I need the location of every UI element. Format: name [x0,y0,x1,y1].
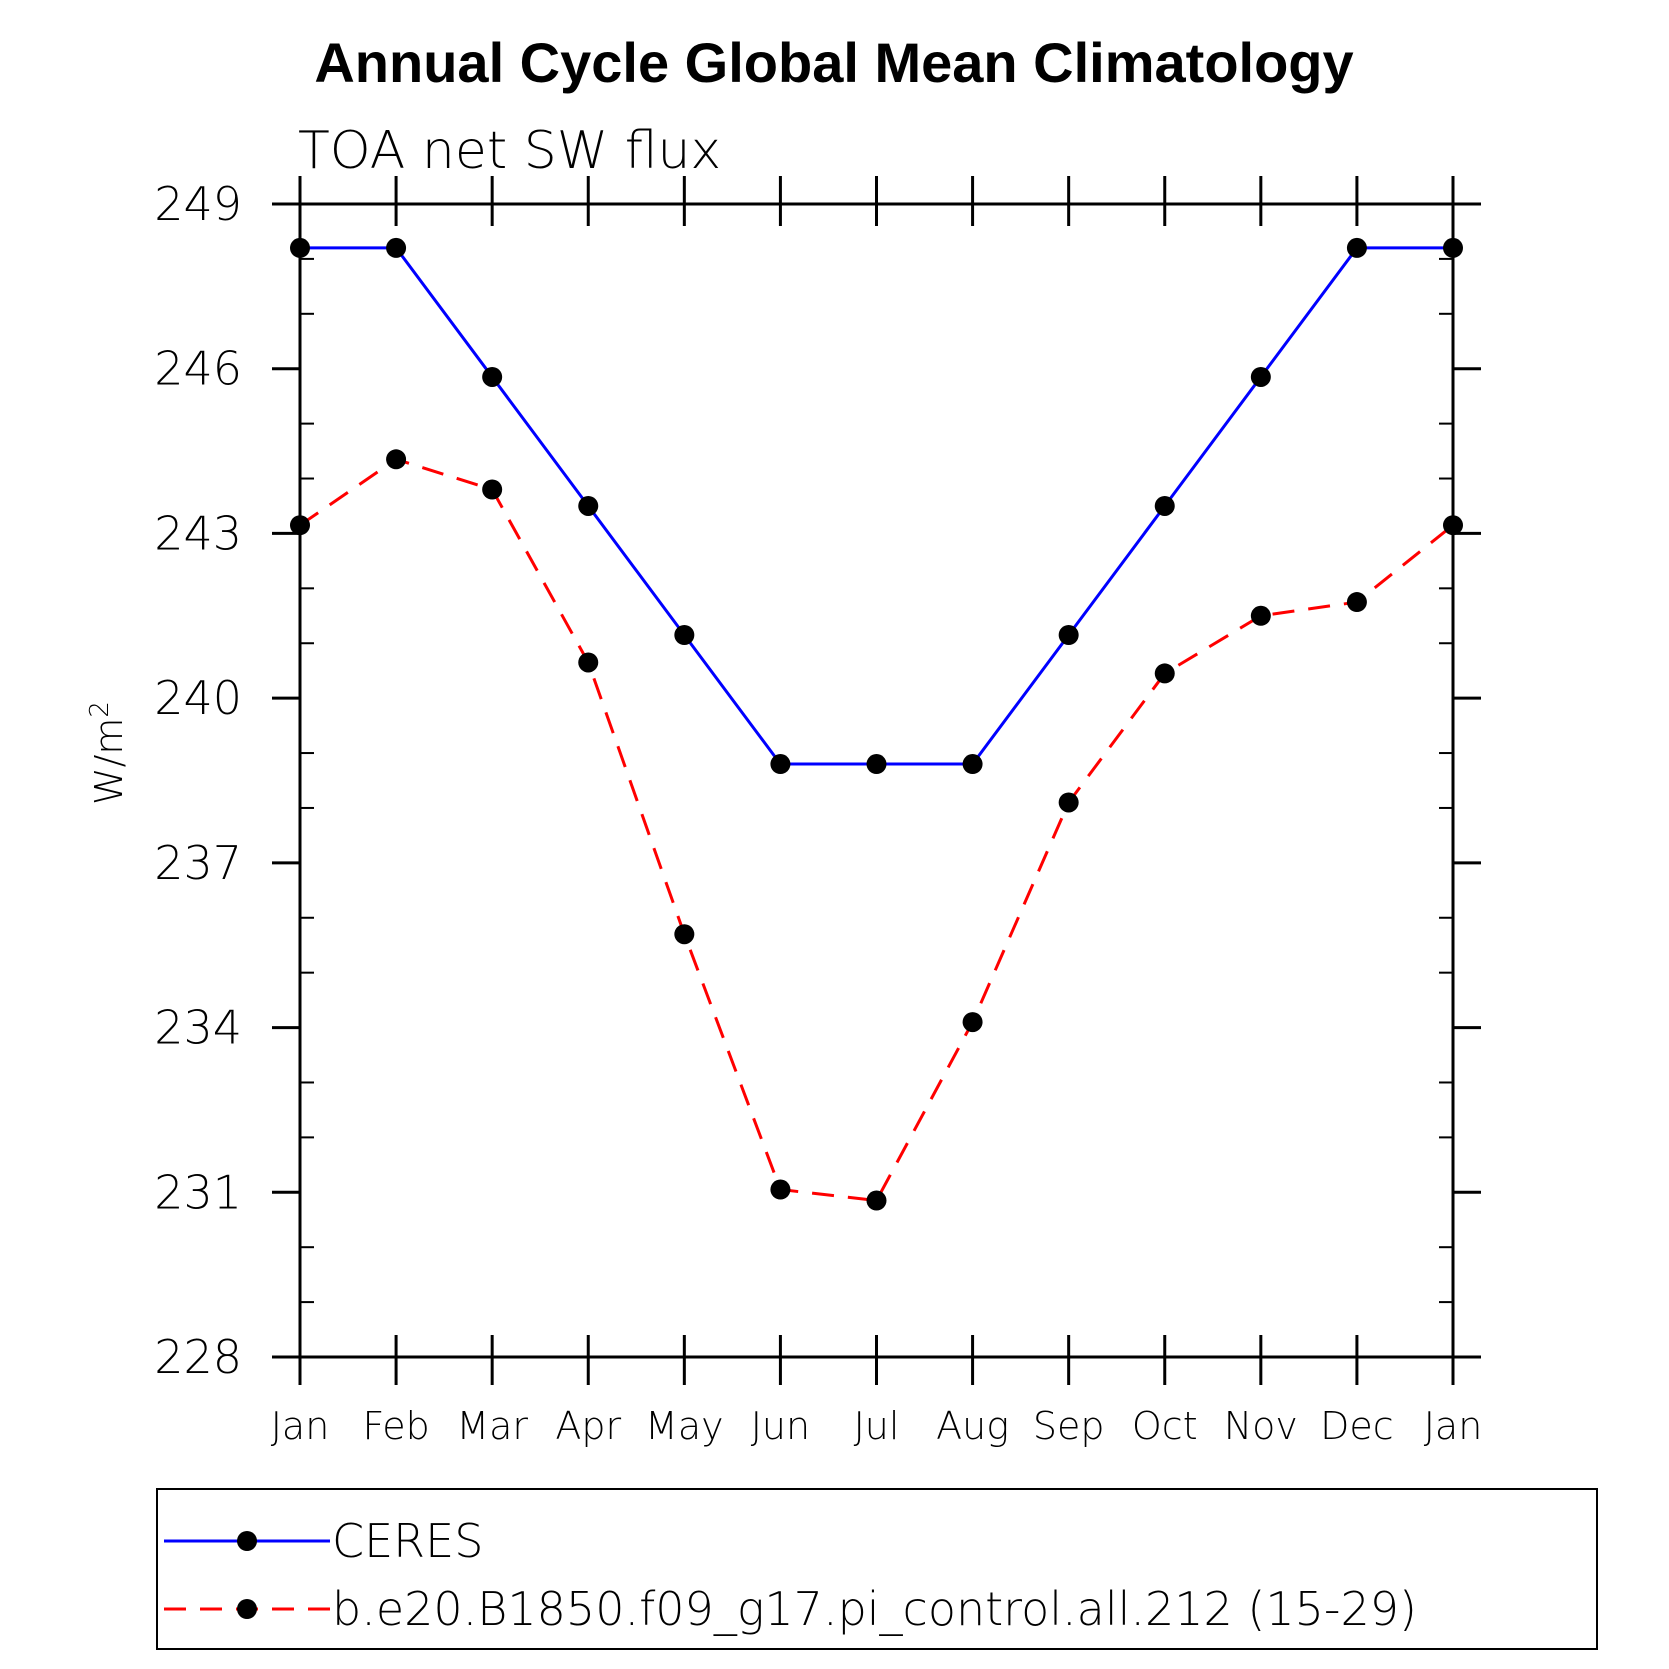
y-tick-label: 240 [154,671,242,725]
x-tick-label: Jan [1424,1404,1483,1448]
series-2-point [1346,592,1367,613]
y-tick-label: 243 [154,506,242,560]
series-1-point [482,366,503,387]
legend-label-1: CERES [332,1514,483,1568]
series-2-point [290,515,310,536]
legend-label-2: b.e20.B1850.f09_g17.pi_control.all.212 (… [332,1582,1417,1636]
legend-marker-2 [237,1599,257,1619]
x-tick-label: Feb [362,1404,429,1448]
series-1-point [674,625,695,646]
x-tick-label: Nov [1224,1404,1298,1448]
x-tick-label: Oct [1132,1404,1198,1448]
y-tick-label: 234 [154,1001,242,1055]
series-1-point [1154,495,1175,516]
series-1-point [962,754,983,775]
x-tick-label: Dec [1320,1404,1394,1448]
plot-frame [298,202,1455,1359]
series-layer [290,237,1463,1211]
series-2-point [866,1190,887,1211]
series-2-point [386,449,407,470]
series-2-point [578,652,599,673]
series-1-point [386,237,407,258]
legend-marker-1 [237,1531,257,1551]
x-tick-label: Jun [751,1404,810,1448]
y-axis-label-exponent: 2 [85,701,115,718]
series-1-point [770,754,791,775]
series-2-point [482,479,503,500]
series-1-point [578,495,599,516]
y-tick-label: 246 [154,342,242,396]
y-axis-label-unit: W/m [87,718,131,805]
y-tick-label: 231 [154,1165,242,1219]
x-tick-label: Aug [936,1404,1009,1448]
y-tick-labels: 228 231 234 237 240 243 246 249 [154,177,242,1384]
x-tick-label: Jul [854,1404,900,1448]
y-tick-label: 237 [154,836,242,890]
series-2-point [1250,605,1271,626]
x-tick-label: Mar [456,1404,528,1448]
series-1-point [1058,625,1079,646]
chart-subtitle: TOA net SW flux [298,121,721,181]
legend-box [156,1488,1598,1650]
y-tick-label: 249 [154,177,242,231]
series-2-point [1154,663,1175,684]
series-line-2 [299,457,1454,1203]
series-1-point [1443,237,1463,258]
x-tick-label: Sep [1033,1404,1105,1448]
series-line-1 [300,246,1453,766]
series-2-point [962,1012,983,1033]
series-2-point [770,1179,791,1200]
series-2-point [1058,792,1079,813]
y-axis-label: W/m2 [85,701,131,805]
legend: CERES b.e20.B1850.f09_g17.pi_control.all.… [164,1514,1417,1636]
x-tick-label: Jan [271,1404,330,1448]
series-2-point [674,924,695,945]
series-1-point [866,754,887,775]
series-1-point [1250,366,1271,387]
chart-title: Annual Cycle Global Mean Climatology [314,31,1353,94]
series-1-point [1346,237,1367,258]
y-tick-label: 228 [154,1330,242,1384]
series-1-point [290,237,310,258]
x-tick-labels: Jan Feb Mar Apr May Jun Jul Aug Sep Oct Nov Dec Jan [271,1404,1483,1448]
series-2-point [1443,515,1463,536]
x-tick-label: Apr [555,1404,621,1448]
x-tick-label: May [645,1404,724,1448]
